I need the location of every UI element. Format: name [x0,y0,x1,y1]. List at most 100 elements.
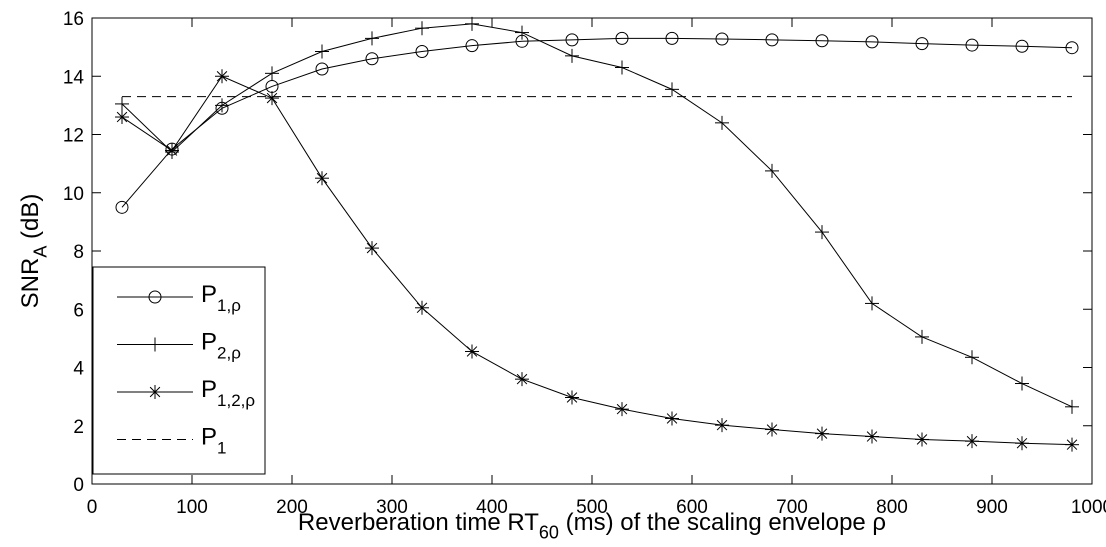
x-tick-label: 500 [576,497,608,518]
y-axis-label-main: SNR [17,258,44,309]
point [265,66,279,81]
point [865,296,879,311]
legend-marker [148,385,162,399]
y-tick-label: 0 [73,475,84,496]
point [565,48,579,63]
legend-label: P1,ρ [201,281,241,315]
y-tick-label: 16 [63,9,84,30]
point [815,225,829,240]
point [965,38,979,52]
point-stroke [216,70,228,82]
point-stroke [149,386,161,398]
point [115,96,129,111]
point [315,62,329,76]
point [615,31,629,45]
point [415,21,429,36]
point [1065,41,1079,55]
point [165,143,179,158]
y-tick-label: 14 [63,67,85,88]
point [915,432,929,447]
point [915,329,929,344]
y-axis-label: SNRA (dB) [17,194,50,309]
point-stroke [916,434,928,445]
point-stroke [816,428,828,439]
x-tick-label: 0 [87,497,98,518]
x-tick-label: 200 [276,497,308,518]
legend-marker [148,337,162,352]
y-axis-label-suffix: (dB) [17,194,44,246]
point-stroke [166,145,178,156]
point-stroke [666,413,678,424]
point [865,35,879,49]
x-tick-label: 600 [676,497,708,518]
point [465,39,479,53]
x-axis-label-suffix: (ms) of the scaling envelope ρ [559,509,886,536]
point-stroke [716,419,728,431]
legend-label-sub: 1,2,ρ [217,391,255,410]
x-tick-label: 400 [476,497,508,518]
point [515,372,529,387]
point [415,300,429,315]
legend-label-main: P [201,376,217,403]
point [715,418,729,433]
series-line [121,23,1073,408]
point-stroke [116,111,128,123]
point [665,82,679,97]
x-tick-label: 800 [876,497,908,518]
point [715,32,729,46]
point [415,44,429,58]
x-axis-label-sub: 60 [539,522,559,542]
point-stroke [316,172,328,184]
point-stroke [366,242,378,254]
x-axis-label-main: Reverberation time RT [298,509,539,536]
x-tick-label: 100 [176,497,208,518]
point [265,91,279,106]
point-stroke [1066,439,1078,450]
point [365,52,379,66]
point [315,44,329,59]
legend-label-sub: 2,ρ [217,344,241,363]
point [1015,376,1029,391]
point-stroke [416,302,428,314]
point [665,31,679,45]
point [1015,436,1029,451]
point [615,60,629,75]
point [765,33,779,47]
x-tick-label: 900 [976,497,1008,518]
point [465,344,479,359]
point [865,429,879,444]
point [965,350,979,365]
point [615,402,629,417]
point-stroke [766,424,778,435]
point [765,163,779,178]
point [665,411,679,426]
point [565,33,579,47]
point [115,200,129,214]
legend-label-main: P [201,329,217,356]
point [365,241,379,256]
point [215,98,229,113]
point [1015,39,1029,53]
x-tick-label: 700 [776,497,808,518]
point [1065,399,1079,414]
legend-label-main: P [201,281,217,308]
point [515,25,529,40]
point-stroke [466,346,478,357]
point [365,31,379,46]
point [815,426,829,441]
x-tick-label: 300 [376,497,408,518]
point [115,110,129,125]
legend-label-sub: 1 [217,439,226,458]
legend-label-main: P [201,424,217,451]
y-tick-label: 12 [63,126,84,147]
legend-marker [148,290,162,304]
legend-label: P2,ρ [201,329,241,363]
x-axis-label: Reverberation time RT60 (ms) of the scal… [298,509,886,542]
point [815,34,829,48]
series-line [121,37,1073,208]
point [315,171,329,186]
point [765,422,779,437]
point [715,115,729,130]
legend-label-sub: 1,ρ [217,296,241,315]
